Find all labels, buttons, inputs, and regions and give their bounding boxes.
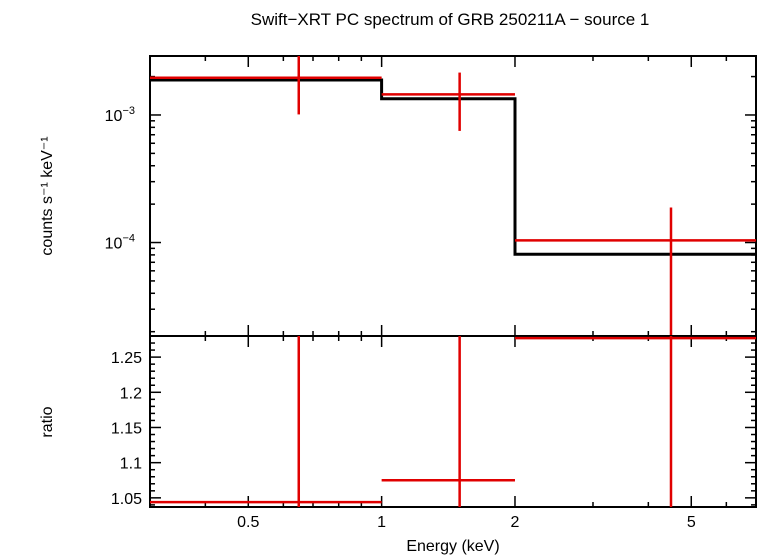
- energy-x-tick-labels: 0.5 1 2 5: [237, 514, 696, 531]
- model-step-line: [150, 78, 756, 256]
- spectrum-panel: 10−3 10−4 counts s⁻¹ keV⁻¹: [39, 55, 757, 337]
- x-tick-label: 1: [377, 514, 386, 531]
- ratio-panel-frame: [149, 335, 757, 508]
- y-tick-label: 1.05: [111, 491, 142, 508]
- ratio-point: [381, 336, 515, 507]
- data-point: [514, 207, 756, 336]
- spectrum-y-tick-labels: 10−3 10−4: [105, 105, 135, 253]
- y-tick-label: 1.15: [111, 420, 142, 437]
- y-tick-label: 1.25: [111, 350, 142, 367]
- y-tick-label: 10−3: [105, 105, 135, 125]
- y-tick-label: 1.1: [120, 456, 142, 473]
- x-tick-label: 5: [687, 514, 696, 531]
- y-tick-label: 10−4: [105, 233, 135, 253]
- ratio-point: [150, 336, 382, 507]
- data-point: [150, 56, 382, 115]
- ratio-series: [150, 336, 756, 507]
- energy-x-axis-label: Energy (keV): [406, 538, 499, 555]
- ratio-y-tick-labels: 1.05 1.1 1.15 1.2 1.25: [111, 350, 142, 508]
- data-series: [150, 56, 756, 336]
- spectrum-y-axis-label: counts s⁻¹ keV⁻¹: [39, 136, 56, 255]
- chart-title: Swift−XRT PC spectrum of GRB 250211A − s…: [251, 10, 650, 29]
- model-series: [150, 78, 756, 256]
- ratio-y-axis-label: ratio: [39, 406, 56, 437]
- data-point: [381, 72, 515, 131]
- y-tick-label: 1.2: [120, 385, 142, 402]
- ratio-panel: 1.05 1.1 1.15 1.2 1.25 0.5 1 2 5 ratio Energy (…: [39, 335, 757, 555]
- ratio-point: [514, 336, 756, 507]
- ratio-panel-ticks: [150, 336, 756, 507]
- x-tick-label: 0.5: [237, 514, 259, 531]
- x-tick-label: 2: [511, 514, 520, 531]
